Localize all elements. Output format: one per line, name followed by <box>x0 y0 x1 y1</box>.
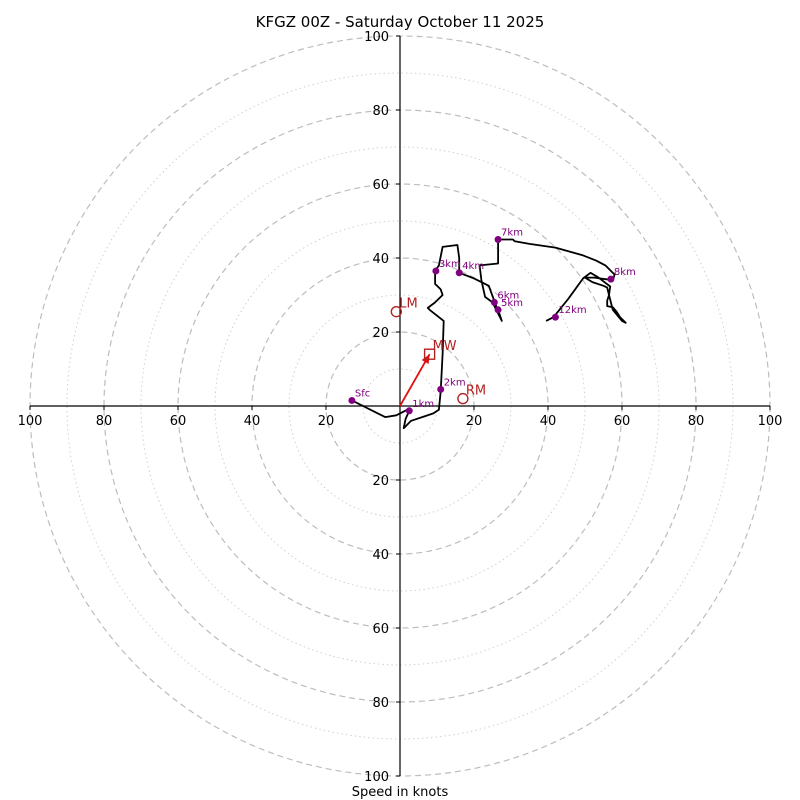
y-tick-label: 80 <box>372 104 389 119</box>
storm-motion-markers: LM MW RM <box>390 297 486 407</box>
height-label-Sfc: Sfc <box>355 388 370 399</box>
x-tick-label: 100 <box>18 414 43 429</box>
height-label-8km: 8km <box>614 267 636 278</box>
chart-title: KFGZ 00Z - Saturday October 11 2025 <box>256 13 545 31</box>
height-marker-6km <box>490 298 498 306</box>
height-marker-1km <box>405 407 413 415</box>
y-tick-label: 60 <box>372 622 389 637</box>
x-tick-label: 100 <box>758 414 783 429</box>
height-label-1km: 1km <box>412 399 434 410</box>
height-label-3km: 3km <box>439 259 461 270</box>
y-tick-label: 100 <box>364 770 389 785</box>
x-axis-label: Speed in knots <box>352 785 449 800</box>
x-tick-label: 20 <box>466 414 483 429</box>
height-label-7km: 7km <box>501 228 523 239</box>
y-tick-label: 40 <box>372 252 389 267</box>
height-marker-8km <box>607 275 615 283</box>
y-tick-label: 20 <box>372 474 389 489</box>
height-marker-5km <box>494 306 502 314</box>
height-label-4km: 4km <box>462 261 484 272</box>
height-marker-2km <box>437 385 445 393</box>
y-tick-label: 20 <box>372 326 389 341</box>
height-marker-7km <box>494 236 502 243</box>
height-label-2km: 2km <box>444 377 466 388</box>
x-tick-label: 80 <box>688 414 705 429</box>
x-tick-label: 40 <box>540 414 557 429</box>
height-marker-Sfc <box>348 396 356 404</box>
y-tick-label: 40 <box>372 548 389 563</box>
storm-label-RM: RM <box>466 384 486 399</box>
x-tick-label: 80 <box>96 414 113 429</box>
height-label-5km: 5km <box>501 298 523 309</box>
storm-marker-MW <box>423 348 436 360</box>
height-marker-3km <box>432 267 440 275</box>
y-tick-label: 80 <box>372 696 389 711</box>
mean-wind-vector <box>399 353 431 407</box>
height-marker-4km <box>455 269 463 277</box>
storm-label-MW: MW <box>433 339 457 354</box>
height-label-6km: 6km <box>497 290 519 301</box>
y-tick-label: 60 <box>372 178 389 193</box>
x-tick-label: 60 <box>614 414 631 429</box>
x-tick-label: 40 <box>244 414 261 429</box>
height-label-12km: 12km <box>558 305 586 316</box>
storm-label-LM: LM <box>399 297 417 312</box>
hodograph-line <box>351 238 627 430</box>
storm-marker-LM <box>390 305 402 318</box>
height-marker-12km <box>551 313 559 321</box>
y-tick-label: 100 <box>364 30 389 45</box>
x-tick-label: 60 <box>170 414 187 429</box>
storm-marker-RM <box>457 392 469 405</box>
tick-labels: 100 80 60 40 20 20 40 60 80 100 100 80 60 40 20 20 40 60 8… <box>18 30 783 785</box>
x-tick-label: 20 <box>318 414 335 429</box>
